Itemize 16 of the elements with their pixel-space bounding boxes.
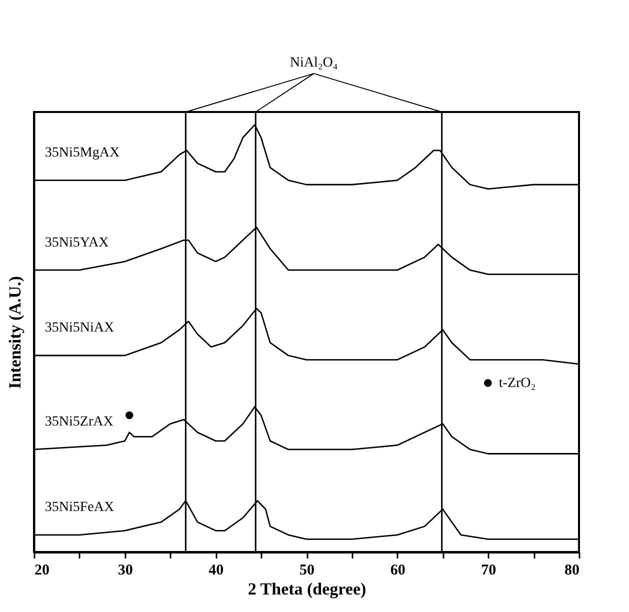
legend-label: t-ZrO₂ bbox=[498, 376, 536, 391]
x-axis-title: 2 Theta (degree) bbox=[248, 580, 366, 598]
series-label: 35Ni5YAX bbox=[44, 235, 109, 250]
x-tick-label: 20 bbox=[34, 562, 50, 578]
x-tick-label: 60 bbox=[390, 562, 406, 578]
x-tick-label: 30 bbox=[118, 562, 133, 578]
y-axis-title: Intensity (A.U.) bbox=[6, 276, 24, 389]
text: NiAl₂O₄ bbox=[290, 55, 338, 70]
x-tick-label: 70 bbox=[481, 562, 496, 578]
x-tick-label: 80 bbox=[564, 562, 580, 578]
x-tick-label: 50 bbox=[300, 562, 314, 578]
series-label: 35Ni5ZrAX bbox=[44, 414, 114, 430]
series-label: 35Ni5MgAX bbox=[44, 146, 120, 161]
series-label: 35Ni5NiAX bbox=[44, 320, 114, 336]
x-tick-label: 40 bbox=[208, 562, 224, 578]
series-label: 35Ni5FeAX bbox=[44, 500, 114, 516]
